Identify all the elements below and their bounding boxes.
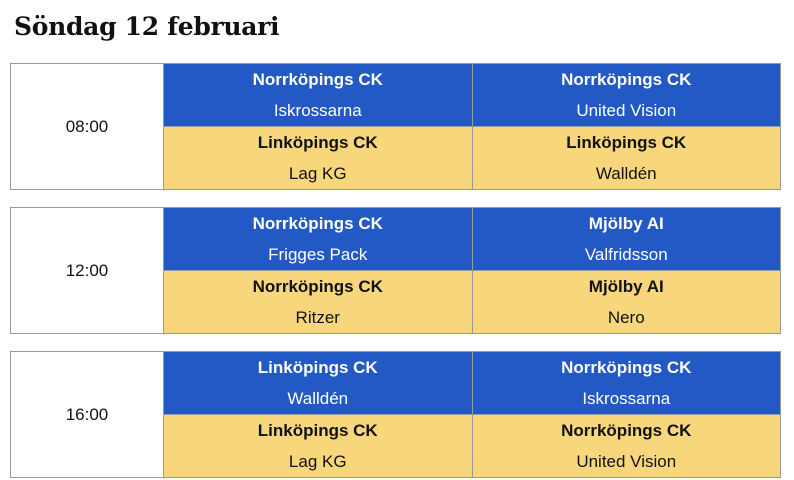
home-team: Linköpings CK Walldén bbox=[164, 352, 472, 415]
match: Norrköpings CK Iskrossarna Linköpings CK… bbox=[164, 64, 472, 189]
team-name: Lag KG bbox=[288, 163, 347, 183]
away-team: Norrköpings CK United Vision bbox=[472, 415, 780, 477]
club-name: Mjölby AI bbox=[588, 276, 664, 296]
club-name: Norrköpings CK bbox=[252, 276, 383, 296]
team-name: United Vision bbox=[576, 451, 677, 471]
club-name: Mjölby AI bbox=[588, 213, 664, 233]
team-name: Ritzer bbox=[295, 307, 340, 327]
team-name: Walldén bbox=[595, 163, 657, 183]
match: Mjölby AI Valfridsson Mjölby AI Nero bbox=[471, 208, 780, 333]
team-name: Frigges Pack bbox=[268, 244, 368, 264]
time-slot: 08:00 Norrköpings CK Iskrossarna Linköpi… bbox=[10, 63, 781, 190]
match: Norrköpings CK United Vision Linköpings … bbox=[471, 64, 780, 189]
home-team: Norrköpings CK Iskrossarna bbox=[472, 352, 780, 415]
page-title: Söndag 12 februari bbox=[14, 12, 280, 41]
club-name: Norrköpings CK bbox=[561, 357, 692, 377]
club-name: Linköpings CK bbox=[257, 420, 378, 440]
club-name: Norrköpings CK bbox=[561, 420, 692, 440]
team-name: Lag KG bbox=[288, 451, 347, 471]
club-name: Linköpings CK bbox=[257, 132, 378, 152]
away-team: Linköpings CK Lag KG bbox=[164, 127, 472, 189]
away-team: Mjölby AI Nero bbox=[472, 271, 780, 333]
away-team: Linköpings CK Lag KG bbox=[164, 415, 472, 477]
team-name: Iskrossarna bbox=[273, 100, 362, 120]
time-slot: 12:00 Norrköpings CK Frigges Pack Norrkö… bbox=[10, 207, 781, 334]
match: Norrköpings CK Iskrossarna Norrköpings C… bbox=[471, 352, 780, 477]
match: Norrköpings CK Frigges Pack Norrköpings … bbox=[164, 208, 472, 333]
home-team: Norrköpings CK United Vision bbox=[472, 64, 780, 127]
time-slot: 16:00 Linköpings CK Walldén Linköpings C… bbox=[10, 351, 781, 478]
slot-time: 12:00 bbox=[11, 208, 164, 333]
home-team: Norrköpings CK Frigges Pack bbox=[164, 208, 472, 271]
home-team: Mjölby AI Valfridsson bbox=[472, 208, 780, 271]
club-name: Linköpings CK bbox=[566, 132, 687, 152]
team-name: United Vision bbox=[576, 100, 677, 120]
home-team: Norrköpings CK Iskrossarna bbox=[164, 64, 472, 127]
slot-time: 08:00 bbox=[11, 64, 164, 189]
away-team: Norrköpings CK Ritzer bbox=[164, 271, 472, 333]
team-name: Nero bbox=[607, 307, 645, 327]
club-name: Norrköpings CK bbox=[252, 69, 383, 89]
team-name: Walldén bbox=[287, 388, 349, 408]
team-name: Iskrossarna bbox=[582, 388, 671, 408]
away-team: Linköpings CK Walldén bbox=[472, 127, 780, 189]
club-name: Linköpings CK bbox=[257, 357, 378, 377]
slot-time: 16:00 bbox=[11, 352, 164, 477]
club-name: Norrköpings CK bbox=[252, 213, 383, 233]
team-name: Valfridsson bbox=[584, 244, 668, 264]
match: Linköpings CK Walldén Linköpings CK Lag … bbox=[164, 352, 472, 477]
club-name: Norrköpings CK bbox=[561, 69, 692, 89]
